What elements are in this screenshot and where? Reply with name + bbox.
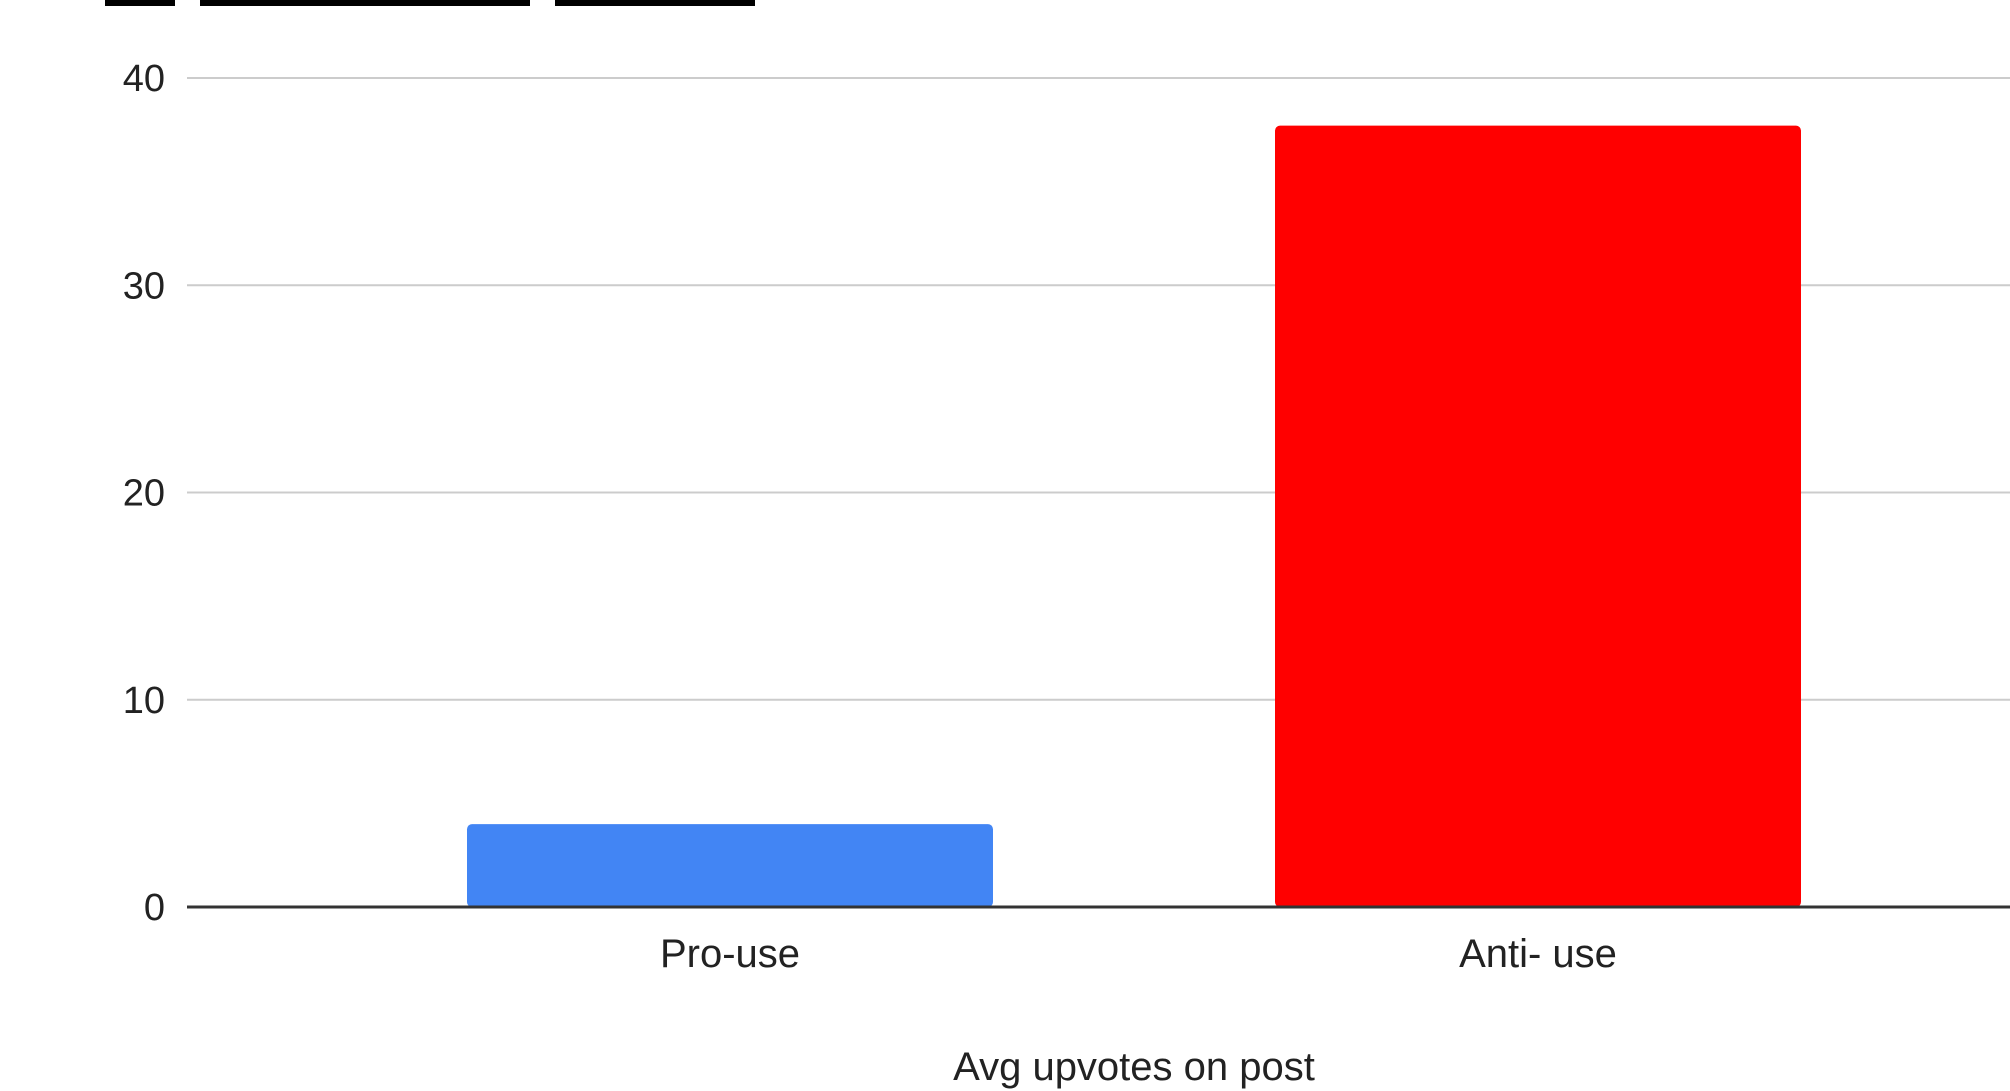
bars [467, 125, 1801, 908]
x-axis-title: Avg upvotes on post [953, 1045, 1315, 1089]
chart-title-fragment [105, 0, 755, 6]
title-fragment-mark-1 [105, 0, 175, 6]
x-category-label-1: Pro-use [660, 932, 800, 976]
y-tick-label-40: 40 [123, 58, 165, 100]
title-fragment-mark-2 [200, 0, 530, 6]
title-fragment-mark-3 [555, 0, 755, 6]
bar-pro-use [467, 824, 993, 907]
x-category-label-2: Anti- use [1459, 932, 1617, 976]
x-axis-category-labels: Pro-use Anti- use [660, 932, 1617, 976]
y-tick-label-0: 0 [144, 887, 165, 929]
y-tick-label-20: 20 [123, 473, 165, 515]
bar-anti-use [1275, 125, 1801, 908]
y-axis-tick-labels: 0 10 20 30 40 [123, 58, 165, 929]
y-tick-label-10: 10 [123, 680, 165, 722]
y-tick-label-30: 30 [123, 265, 165, 307]
